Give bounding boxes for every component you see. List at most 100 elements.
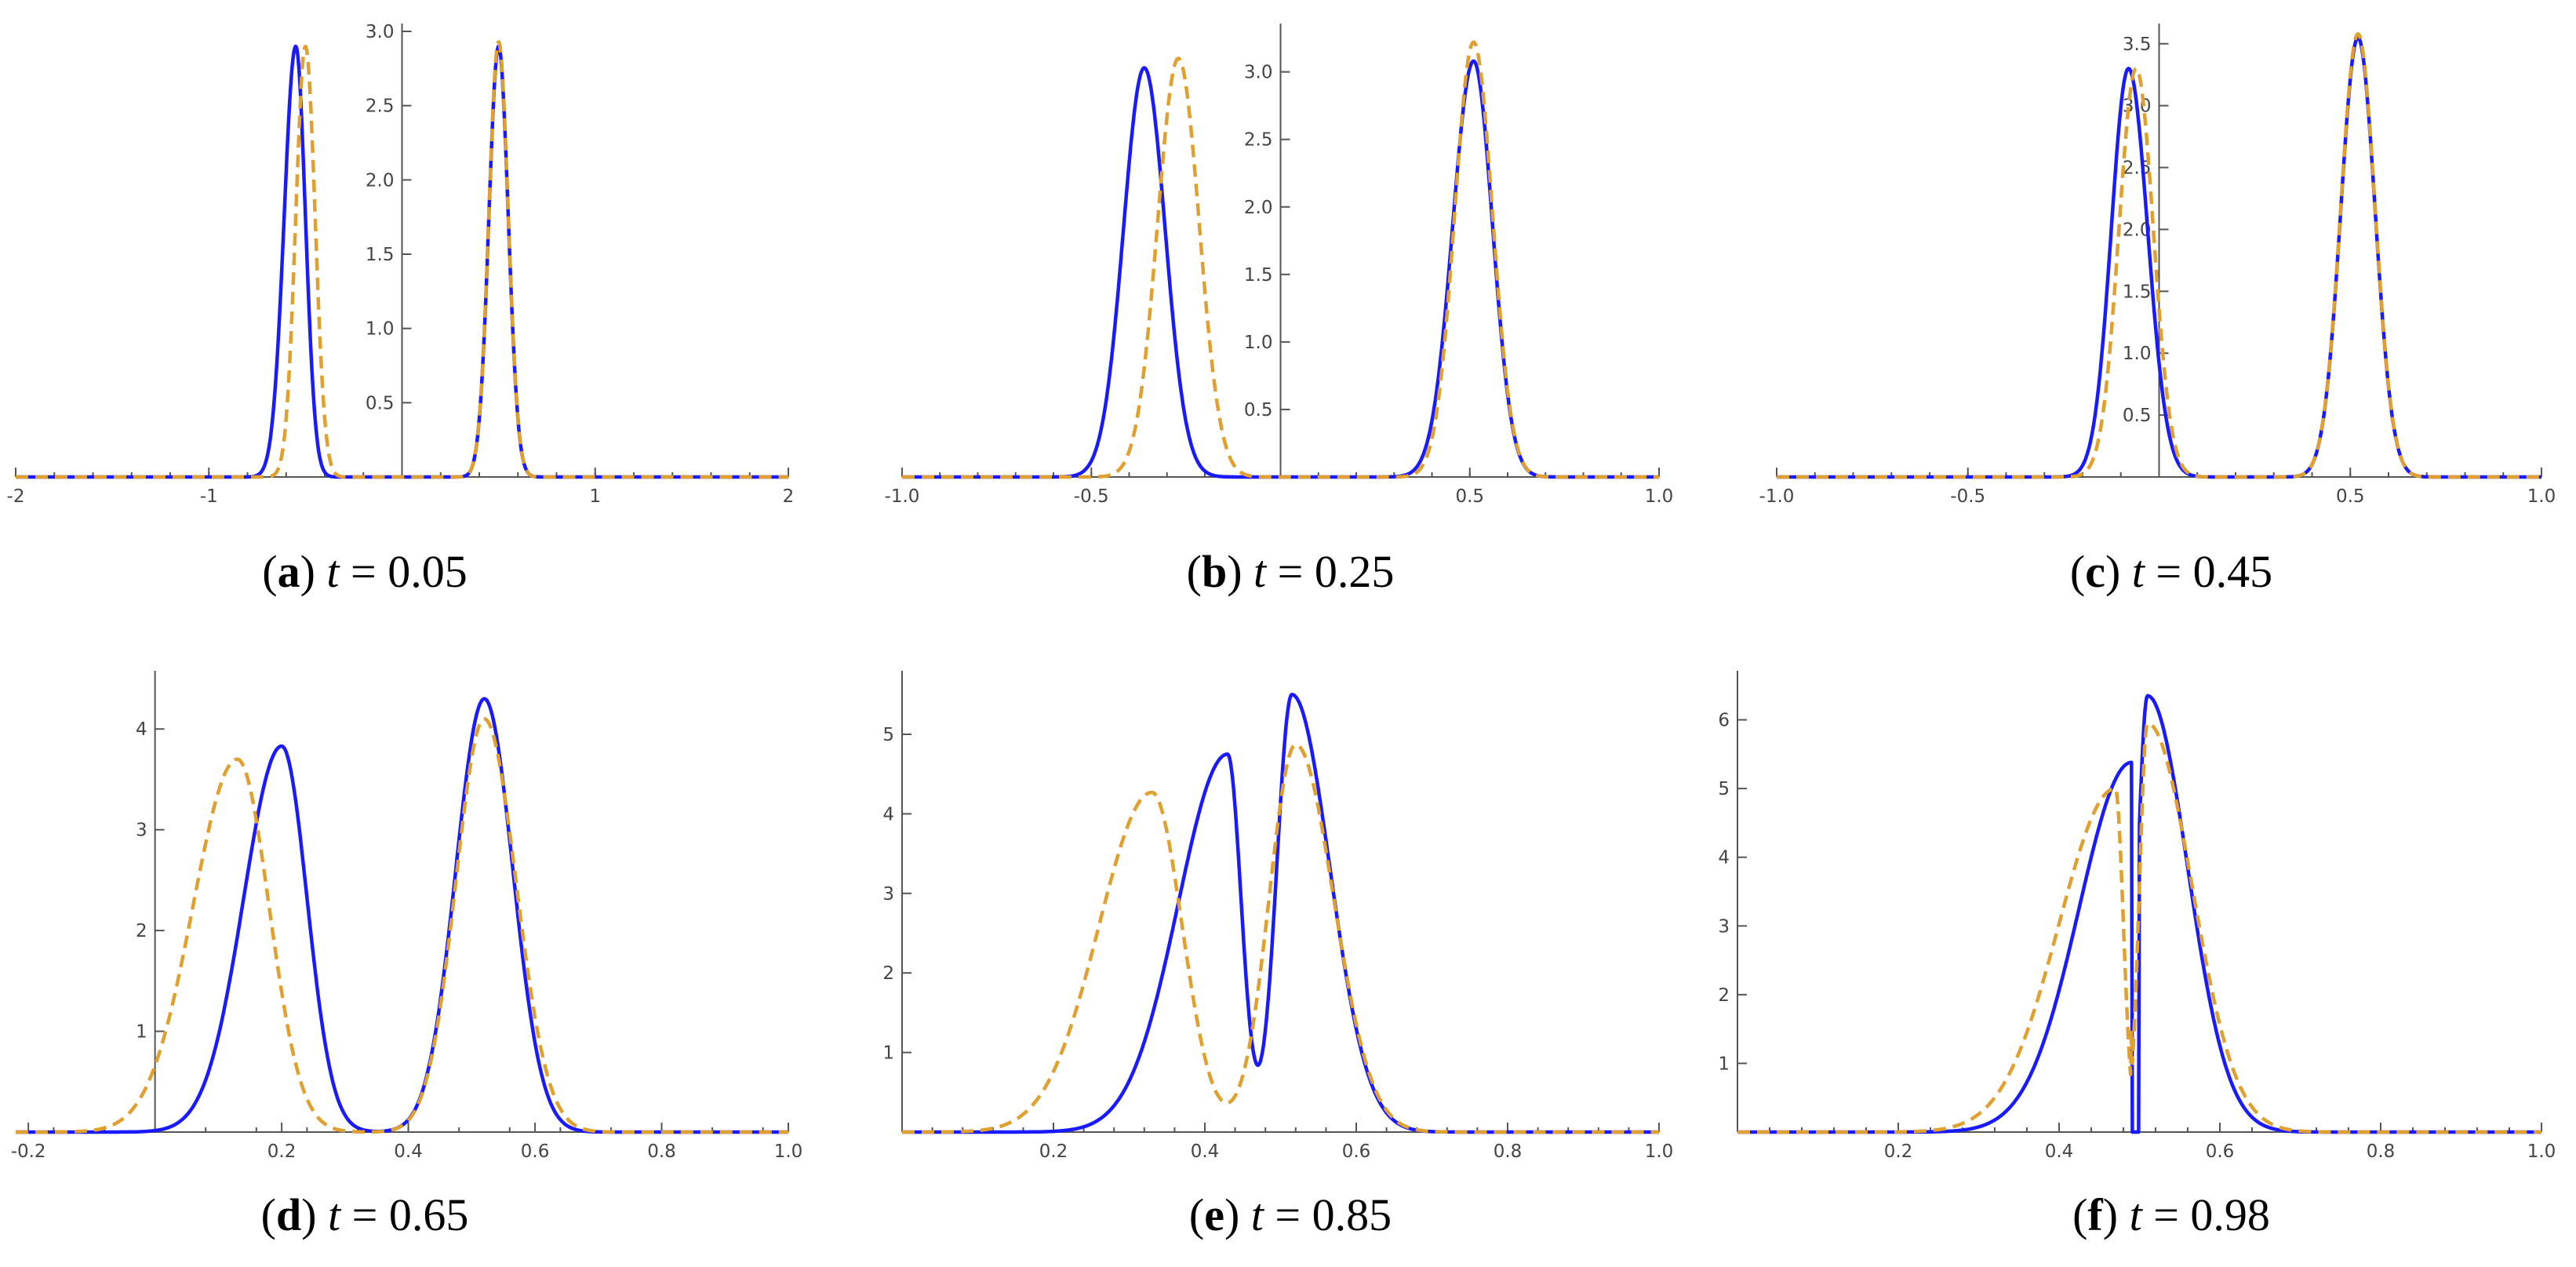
x-tick-label-c: 1.0 [2527,486,2556,507]
y-tick-label-f: 1 [1718,1054,1730,1074]
caption-var-a: t [326,546,340,597]
x-tick-label-d: 1.0 [774,1141,803,1162]
y-tick-label-b: 1.5 [1244,265,1273,286]
caption-tag-b: b [1201,546,1228,597]
caption-b: (b) t = 0.25 [1186,546,1395,597]
y-tick-label-a: 2.0 [366,170,395,191]
caption-tag-f: f [2087,1189,2103,1240]
x-tick-label-a: 2 [783,486,795,507]
caption-tag-d: d [275,1189,302,1240]
panel-b: -1.0 -0.5 0.5 1.0 0.5 1.0 1.5 2.0 2.5 3.0 (b) t =… [859,0,1718,628]
y-tick-label-e: 4 [882,804,894,825]
caption-eq-b: = [1277,546,1304,597]
x-tick-label-d: -0.2 [11,1141,46,1162]
x-tick-label-b: -0.5 [1074,486,1109,507]
y-tick-label-b: 0.5 [1244,400,1273,421]
caption-tag-e: e [1204,1189,1224,1240]
x-tick-label-a: -1 [200,486,218,507]
y-tick-label-c: 2.5 [2123,158,2152,179]
series-solid-f [1736,694,2543,1134]
x-tick-label-b: -1.0 [885,486,920,507]
y-tick-label-b: 1.0 [1244,333,1273,353]
x-tick-label-f: 0.8 [2367,1141,2396,1162]
panel-a: -2 -1 1 2 0.5 1.0 1.5 2.0 2.5 3.0 (a) t = 0.05 [0,0,859,628]
caption-value-c: 0.45 [2192,546,2273,597]
series-dashed-a [14,40,790,479]
x-tick-label-d: 0.8 [647,1141,676,1162]
y-tick-label-e: 1 [882,1043,894,1064]
y-tick-label-f: 6 [1718,711,1730,731]
series-dashed-d [14,717,790,1134]
caption-eq-f: = [2153,1189,2179,1240]
caption-eq-d: = [351,1189,378,1240]
panel-e: 0.2 0.4 0.6 0.8 1.0 1 2 3 4 5 (e) t = 0.85 [859,628,1718,1267]
caption-a: (a) t = 0.05 [262,546,468,597]
caption-value-d: 0.65 [388,1189,469,1240]
y-tick-label-f: 4 [1718,848,1730,868]
x-tick-label-c: -0.5 [1950,486,1985,507]
y-tick-label-e: 2 [882,963,894,984]
caption-var-b: t [1253,546,1267,597]
caption-tag-a: a [277,546,300,597]
x-tick-label-f: 0.2 [1884,1141,1913,1162]
series-solid-d [14,697,790,1134]
x-tick-label-e: 1.0 [1645,1141,1674,1162]
y-tick-label-d: 1 [136,1022,147,1043]
caption-e: (e) t = 0.85 [1188,1189,1392,1240]
caption-eq-a: = [351,546,377,597]
y-tick-label-a: 1.0 [366,319,395,340]
y-tick-label-c: 0.5 [2123,406,2152,426]
x-tick-label-e: 0.8 [1494,1141,1523,1162]
x-tick-label-f: 0.6 [2206,1141,2235,1162]
x-tick-label-a: -2 [7,486,25,507]
x-tick-label-e: 0.6 [1342,1141,1371,1162]
y-tick-label-f: 3 [1718,916,1730,937]
chart-f: 0.2 0.4 0.6 0.8 1.0 1 2 3 4 5 6 [1718,671,2556,1162]
caption-var-f: t [2129,1189,2142,1240]
y-tick-label-e: 3 [882,884,894,905]
x-tick-label-b: 1.0 [1645,486,1674,507]
y-tick-label-e: 5 [882,725,894,745]
y-tick-label-d: 2 [136,921,147,941]
x-tick-label-f: 0.4 [2045,1141,2074,1162]
caption-f: (f) t = 0.98 [2072,1189,2270,1240]
y-tick-label-c: 1.0 [2123,344,2152,364]
x-tick-label-d: 0.6 [521,1141,550,1162]
x-tick-label-a: 1 [589,486,601,507]
x-tick-label-f: 1.0 [2527,1141,2556,1162]
chart-e: 0.2 0.4 0.6 0.8 1.0 1 2 3 4 5 [882,671,1674,1162]
y-tick-label-c: 1.5 [2123,282,2152,302]
y-tick-label-b: 3.0 [1244,63,1273,83]
chart-c: -1.0 -0.5 0.5 1.00.51.01.52.02.53.03.5 [1759,24,2556,507]
caption-value-b: 0.25 [1314,546,1395,597]
x-tick-label-e: 0.4 [1191,1141,1220,1162]
caption-value-f: 0.98 [2190,1189,2270,1240]
y-tick-label-b: 2.5 [1244,130,1273,151]
series-solid-e [901,693,1661,1134]
caption-var-d: t [328,1189,341,1240]
x-tick-label-e: 0.2 [1039,1141,1068,1162]
caption-eq-e: = [1275,1189,1301,1240]
y-tick-label-d: 4 [136,719,147,740]
y-tick-label-a: 2.5 [366,96,395,117]
x-tick-label-c: -1.0 [1759,486,1795,507]
caption-tag-c: c [2085,546,2105,597]
chart-d: -0.2 0.2 0.4 0.6 0.8 1.0 1 2 3 4 [11,671,803,1162]
panel-c: -1.0 -0.5 0.5 1.0 0.5 1.0 1.5 2.0 2.5 3.0 3.5 (c) … [1718,0,2576,628]
chart-a: -2 -1 1 2 0.5 1.0 1.5 2.0 2.5 3.0 [7,22,795,507]
caption-eq-c: = [2156,546,2182,597]
y-tick-label-d: 3 [136,821,147,841]
y-tick-label-f: 5 [1718,779,1730,799]
x-tick-label-d: 0.4 [394,1141,423,1162]
series-dashed-b [901,40,1661,479]
y-tick-label-c: 3.5 [2123,35,2152,55]
caption-var-e: t [1250,1189,1264,1240]
caption-var-c: t [2131,546,2145,597]
y-tick-label-b: 2.0 [1244,198,1273,218]
x-tick-label-c: 0.5 [2336,486,2365,507]
x-tick-label-b: 0.5 [1455,486,1484,507]
caption-value-a: 0.05 [387,546,468,597]
panel-d: -0.2 0.2 0.4 0.6 0.8 1.0 1 2 3 4 (d) t = 0.65 [0,628,859,1267]
y-tick-label-a: 0.5 [366,393,395,413]
y-tick-label-a: 1.5 [366,245,395,265]
